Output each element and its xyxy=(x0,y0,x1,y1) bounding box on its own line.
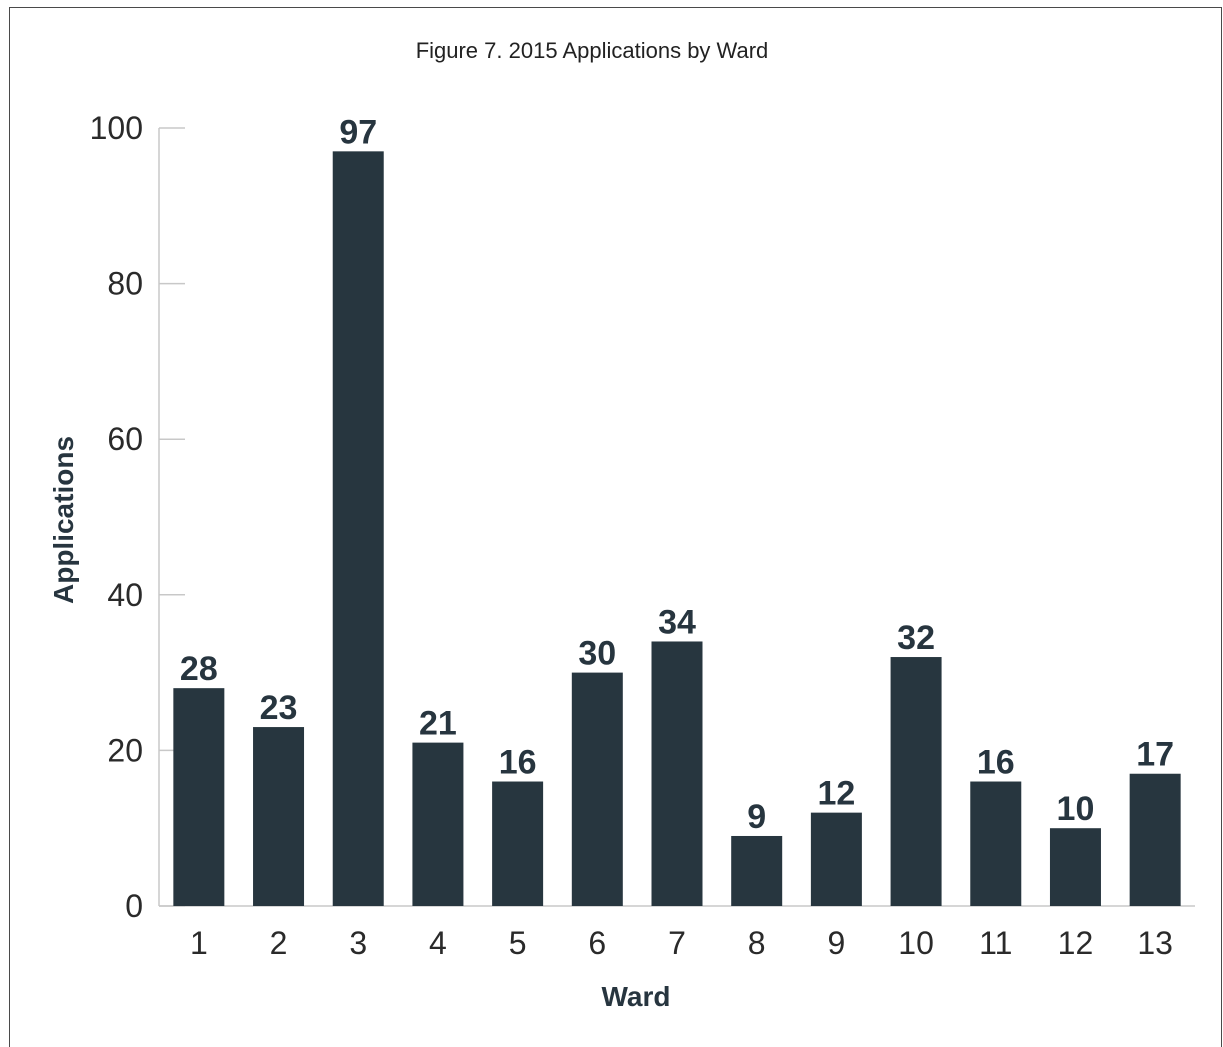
data-label: 23 xyxy=(260,689,298,727)
bar xyxy=(810,812,862,906)
data-label: 21 xyxy=(419,705,457,743)
bar xyxy=(253,727,305,906)
data-label: 16 xyxy=(977,744,1015,782)
x-tick-label: 1 xyxy=(190,925,208,961)
data-label: 10 xyxy=(1057,790,1095,828)
bar xyxy=(1049,828,1101,906)
chart-frame xyxy=(9,7,1222,1047)
bar xyxy=(651,641,703,906)
data-label: 9 xyxy=(747,798,766,836)
x-tick-label: 10 xyxy=(898,925,934,961)
bar xyxy=(571,672,623,906)
y-tick-label: 60 xyxy=(107,421,143,457)
bar xyxy=(412,742,464,906)
x-tick-label: 6 xyxy=(588,925,606,961)
data-label: 16 xyxy=(499,744,537,782)
bar xyxy=(890,657,942,906)
y-tick-label: 40 xyxy=(107,577,143,613)
x-axis-label: Ward xyxy=(602,981,671,1012)
chart-title: Figure 7. 2015 Applications by Ward xyxy=(416,38,769,63)
bars xyxy=(173,151,1181,907)
data-label: 30 xyxy=(578,635,616,673)
x-axis: 1 2 3 4 5 6 7 8 9 10 11 12 13 xyxy=(159,905,1195,961)
bar xyxy=(970,781,1022,906)
bar xyxy=(332,151,384,907)
bar xyxy=(492,781,544,906)
y-axis: 0 20 40 60 80 100 xyxy=(90,110,185,924)
data-label: 28 xyxy=(180,650,218,688)
x-tick-label: 3 xyxy=(349,925,367,961)
data-label: 34 xyxy=(658,603,696,641)
x-tick-label: 7 xyxy=(668,925,686,961)
data-label: 32 xyxy=(897,619,935,657)
x-tick-label: 12 xyxy=(1058,925,1094,961)
x-tick-label: 4 xyxy=(429,925,447,961)
y-tick-label: 80 xyxy=(107,266,143,302)
bar xyxy=(173,688,225,906)
x-tick-label: 2 xyxy=(270,925,288,961)
x-tick-label: 13 xyxy=(1137,925,1173,961)
data-label: 17 xyxy=(1136,736,1174,774)
data-label: 12 xyxy=(817,775,855,813)
bar xyxy=(731,835,783,906)
x-tick-label: 11 xyxy=(979,925,1012,961)
bar xyxy=(1129,773,1181,906)
y-axis-label: Applications xyxy=(48,436,79,604)
data-label: 97 xyxy=(339,113,377,151)
y-tick-label: 20 xyxy=(107,732,143,768)
data-labels: 28 23 97 21 16 30 34 9 12 32 16 10 17 xyxy=(180,113,1174,836)
y-tick-label: 100 xyxy=(90,110,143,146)
x-tick-label: 9 xyxy=(827,925,845,961)
y-tick-label: 0 xyxy=(125,888,143,924)
x-tick-label: 5 xyxy=(509,925,527,961)
x-tick-label: 8 xyxy=(748,925,766,961)
